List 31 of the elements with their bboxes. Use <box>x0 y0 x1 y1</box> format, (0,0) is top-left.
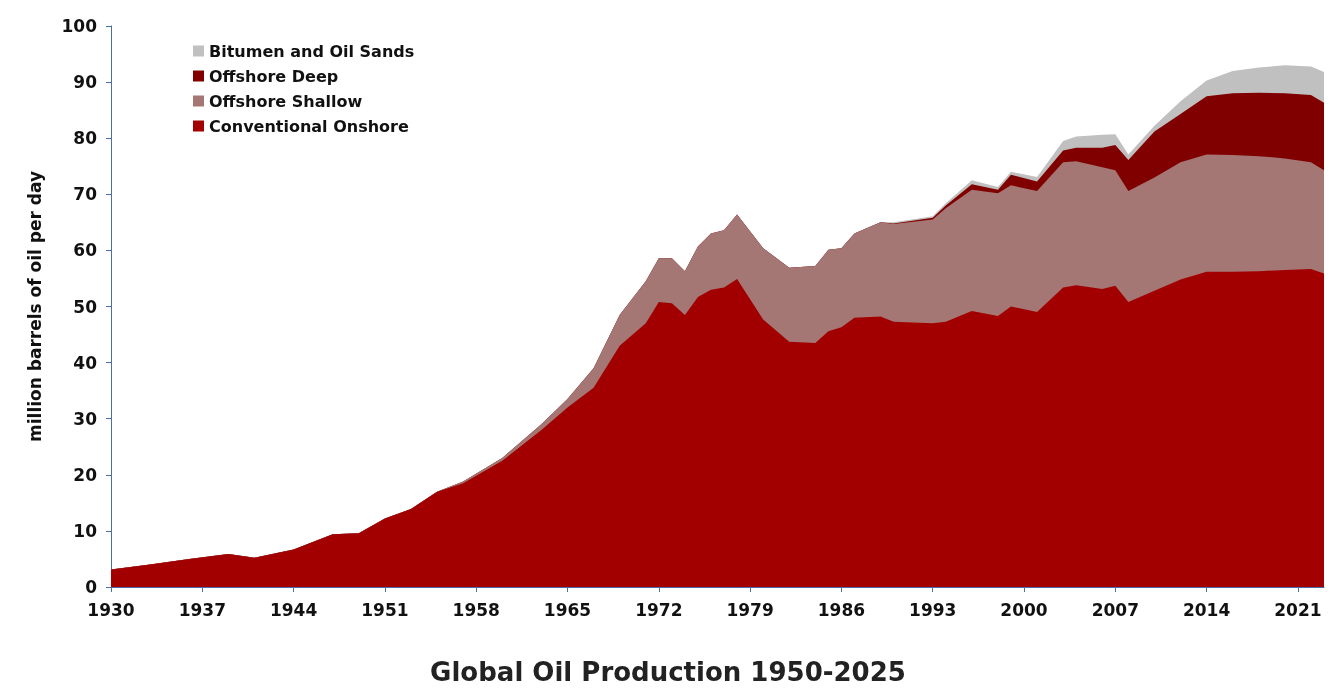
y-axis-title: million barrels of oil per day <box>24 171 45 442</box>
x-tick-label: 1958 <box>452 599 500 620</box>
y-tick-label: 40 <box>73 352 98 373</box>
text: Global Oil Production 1950-2025 <box>430 657 906 687</box>
y-tick-label: 70 <box>73 184 98 205</box>
y-tick-label: 100 <box>61 16 98 36</box>
x-tick-label: 1972 <box>635 599 683 620</box>
x-tick-label: 1944 <box>269 599 318 620</box>
x-tick-label: 1951 <box>361 599 409 620</box>
x-tick-label: 1930 <box>87 599 135 620</box>
y-tick-label: 30 <box>73 408 98 429</box>
legend-label: Offshore Shallow <box>209 91 363 111</box>
legend-label: Bitumen and Oil Sands <box>209 41 415 61</box>
legend-label: Offshore Deep <box>209 66 339 86</box>
x-tick-label: 2007 <box>1091 599 1139 620</box>
y-tick-label: 20 <box>73 464 98 485</box>
y-tick-label: 60 <box>73 240 98 261</box>
x-tick-label: 1965 <box>543 599 592 620</box>
y-tick-label: 0 <box>85 577 98 597</box>
x-tick-label: 2021 <box>1274 599 1322 620</box>
legend-label: Conventional Onshore <box>209 116 409 136</box>
y-tick-label: 50 <box>73 296 98 317</box>
x-tick-label: 1979 <box>726 599 774 620</box>
x-tick-label: 1937 <box>178 599 226 620</box>
y-tick-label: 80 <box>73 128 98 149</box>
y-tick-label: 90 <box>73 72 98 93</box>
x-tick-label: 1986 <box>817 599 866 620</box>
x-tick-label: 2000 <box>1000 599 1048 620</box>
x-tick-label: 2014 <box>1182 599 1231 620</box>
x-tick-label: 1993 <box>909 599 957 620</box>
y-tick-label: 10 <box>73 520 98 541</box>
